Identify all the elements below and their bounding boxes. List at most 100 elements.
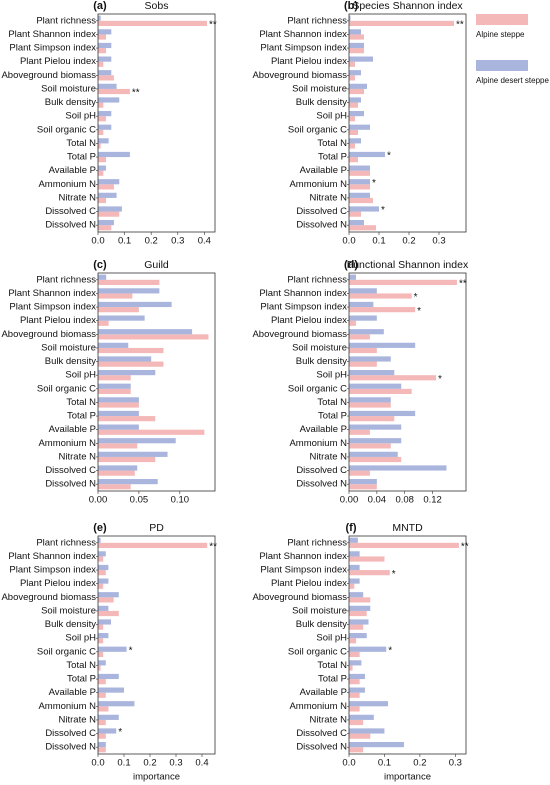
bar bbox=[98, 570, 106, 576]
category-label: Plant richness bbox=[36, 274, 96, 285]
category-label: Ammonium N bbox=[289, 438, 347, 449]
bar bbox=[98, 220, 114, 226]
plot-frame bbox=[348, 535, 467, 755]
bar bbox=[98, 733, 106, 739]
bar bbox=[98, 578, 109, 584]
category-label: Soil moisture bbox=[292, 83, 347, 94]
x-tick-label: 0.0 bbox=[342, 236, 355, 247]
bar bbox=[349, 479, 377, 485]
x-tick-label: 0.1 bbox=[378, 758, 391, 769]
category-label: Soil moisture bbox=[41, 83, 96, 94]
bar bbox=[349, 443, 391, 449]
category-label: Available P bbox=[300, 424, 347, 435]
category-label: Available P bbox=[49, 424, 96, 435]
x-tick-label: 0.0 bbox=[91, 236, 104, 247]
category-label: Soil pH bbox=[65, 370, 96, 381]
x-tick-label: 0.10 bbox=[171, 495, 190, 506]
bar bbox=[98, 610, 119, 617]
bar bbox=[349, 274, 356, 280]
significance-label: * bbox=[438, 374, 442, 385]
category-label: Aboveground biomass bbox=[1, 70, 96, 81]
significance-label: * bbox=[414, 292, 418, 303]
bar bbox=[349, 592, 364, 598]
category-label: Plant Shannon index bbox=[259, 29, 347, 40]
category-label: Nitrate N bbox=[310, 451, 348, 462]
bar bbox=[349, 220, 364, 226]
bar bbox=[98, 375, 131, 381]
category-label: Plant Pielou index bbox=[271, 315, 347, 326]
category-label: Bulk density bbox=[296, 619, 347, 630]
significance-label: ** bbox=[456, 20, 464, 31]
bar bbox=[349, 29, 361, 35]
bar bbox=[98, 329, 193, 335]
category-label: Bulk density bbox=[45, 356, 96, 367]
bar bbox=[349, 742, 404, 748]
x-tick-label: 0.00 bbox=[89, 495, 108, 506]
panel-title: PD bbox=[149, 522, 164, 534]
category-label: Plant Pielou index bbox=[20, 578, 96, 589]
bar bbox=[349, 116, 355, 122]
category-label: Dissolved C bbox=[296, 728, 347, 739]
category-label: Dissolved N bbox=[296, 220, 347, 231]
category-label: Nitrate N bbox=[59, 714, 97, 725]
significance-label: * bbox=[381, 205, 385, 216]
category-label: Soil pH bbox=[316, 633, 347, 644]
bar bbox=[349, 605, 371, 611]
bar bbox=[349, 165, 370, 171]
category-label: Plant Shannon index bbox=[8, 29, 96, 40]
bar bbox=[349, 706, 360, 712]
bar bbox=[349, 624, 364, 630]
x-tick-label: 0.1 bbox=[372, 236, 385, 247]
category-label: Soil pH bbox=[65, 633, 96, 644]
bar bbox=[349, 124, 370, 130]
x-axis-label: importance bbox=[384, 772, 431, 783]
significance-label: ** bbox=[459, 279, 467, 290]
bar bbox=[349, 383, 402, 389]
category-label: Plant Pielou index bbox=[20, 315, 96, 326]
bar bbox=[98, 451, 168, 457]
bar bbox=[349, 334, 370, 340]
category-label: Nitrate N bbox=[310, 714, 348, 725]
x-tick-label: 0.3 bbox=[432, 236, 445, 247]
bar bbox=[98, 438, 176, 444]
category-label: Plant Shannon index bbox=[8, 288, 96, 299]
bar bbox=[98, 279, 160, 285]
bar bbox=[349, 556, 385, 562]
category-label: Dissolved C bbox=[296, 465, 347, 476]
bar bbox=[98, 225, 112, 231]
bar bbox=[349, 646, 387, 652]
x-tick-label: 0.0 bbox=[91, 758, 104, 769]
category-label: Total P bbox=[318, 674, 347, 685]
bar bbox=[349, 15, 351, 21]
category-label: Total N bbox=[66, 397, 96, 408]
bar bbox=[349, 315, 377, 321]
bar bbox=[349, 42, 364, 49]
bar bbox=[349, 747, 364, 753]
bar bbox=[98, 61, 104, 67]
category-label: Plant Shannon index bbox=[8, 551, 96, 562]
bar bbox=[98, 42, 112, 49]
significance-label: ** bbox=[209, 542, 217, 553]
bar bbox=[349, 184, 370, 190]
legend-label: Alpine desert steppe bbox=[476, 76, 549, 85]
category-label: Plant Shannon index bbox=[259, 288, 347, 299]
category-label: Soil moisture bbox=[292, 342, 347, 353]
bar bbox=[98, 97, 120, 103]
bar bbox=[349, 638, 357, 644]
bar bbox=[98, 638, 104, 644]
bar bbox=[98, 542, 208, 548]
bar bbox=[349, 701, 388, 707]
bar bbox=[98, 719, 106, 726]
category-label: Nitrate N bbox=[59, 192, 97, 203]
category-label: Bulk density bbox=[296, 97, 347, 108]
bar bbox=[349, 570, 390, 576]
bar bbox=[349, 48, 364, 54]
bar bbox=[349, 143, 355, 149]
bar bbox=[349, 192, 370, 198]
category-label: Total N bbox=[317, 138, 347, 149]
category-label: Dissolved N bbox=[296, 479, 347, 490]
category-label: Soil organic C bbox=[288, 646, 347, 657]
bar bbox=[349, 424, 402, 430]
bar bbox=[98, 88, 130, 95]
